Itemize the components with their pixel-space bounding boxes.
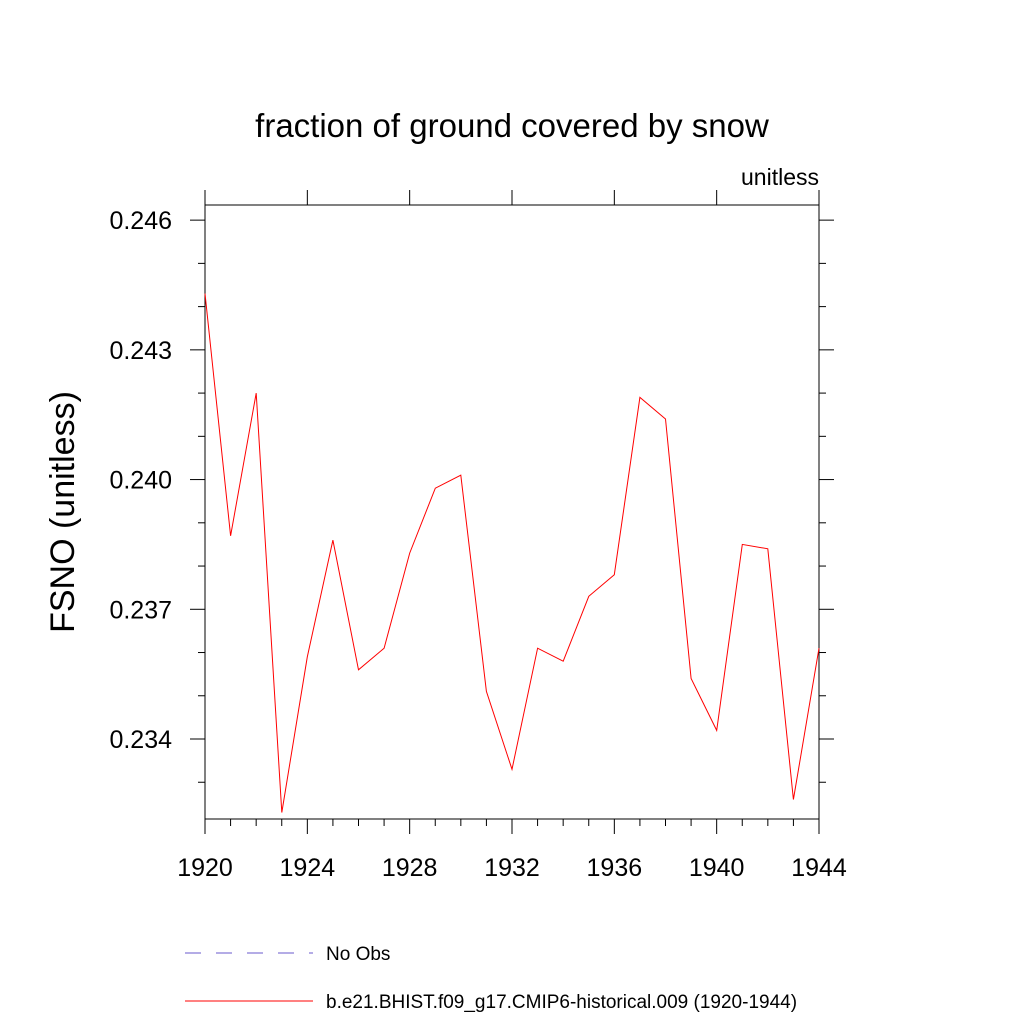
y-axis-label: FSNO (unitless) (44, 391, 82, 633)
legend-label: No Obs (326, 944, 390, 965)
chart-title: fraction of ground covered by snow (255, 107, 769, 144)
legend-label: b.e21.BHIST.f09_g17.CMIP6-historical.009… (326, 992, 797, 1013)
x-tick-label: 1940 (689, 854, 745, 882)
x-tick-label: 1920 (177, 854, 233, 882)
x-tick-label: 1932 (484, 854, 540, 882)
plot-frame (204, 204, 820, 820)
series-layer (204, 293, 820, 813)
legend: No Obs b.e21.BHIST.f09_g17.CMIP6-historic… (185, 944, 797, 1013)
axis-ticks (190, 190, 834, 834)
x-tick-label: 1924 (280, 854, 336, 882)
axis-tick-labels: 1920 1924 1928 1932 1936 1940 1944 0.234 0.237 0.… (109, 207, 846, 882)
y-tick-label: 0.240 (109, 467, 172, 495)
y-tick-label: 0.237 (109, 596, 172, 624)
x-tick-label: 1936 (587, 854, 643, 882)
y-tick-label: 0.246 (109, 207, 172, 235)
x-tick-label: 1928 (382, 854, 438, 882)
y-tick-label: 0.234 (109, 726, 172, 754)
units-label: unitless (741, 164, 819, 190)
series-line (204, 293, 820, 813)
y-tick-label: 0.243 (109, 337, 172, 365)
x-tick-label: 1944 (791, 854, 847, 882)
